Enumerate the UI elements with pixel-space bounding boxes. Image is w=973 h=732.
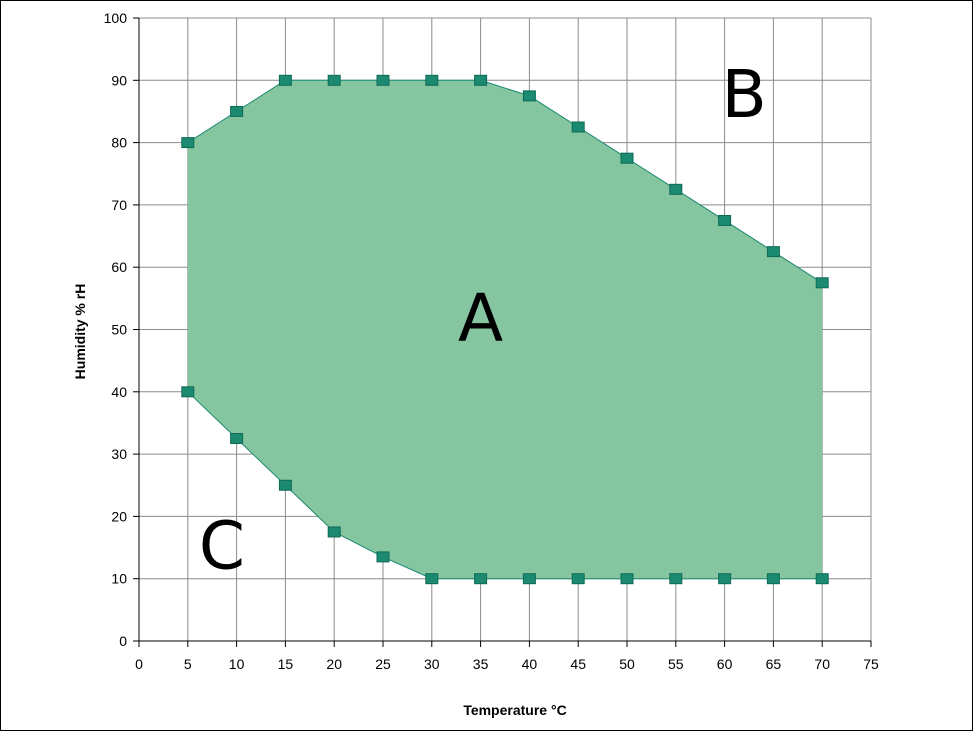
- data-point: [425, 74, 439, 86]
- y-tick-label: 80: [111, 135, 127, 151]
- x-tick-label: 30: [424, 656, 440, 672]
- data-point: [571, 121, 585, 133]
- y-axis-title: Humidity % rH: [72, 284, 88, 380]
- data-point: [327, 74, 341, 86]
- x-tick-label: 60: [717, 656, 733, 672]
- data-point: [376, 74, 390, 86]
- y-tick-label: 50: [111, 322, 127, 338]
- data-point: [766, 246, 780, 258]
- region-label-b: B: [721, 56, 766, 133]
- y-tick-label: 90: [111, 72, 127, 88]
- x-tick-label: 50: [619, 656, 635, 672]
- data-point: [669, 183, 683, 195]
- data-point: [571, 573, 585, 585]
- data-point: [181, 137, 195, 149]
- x-tick-label: 20: [326, 656, 342, 672]
- y-tick-label: 40: [111, 384, 127, 400]
- series-line-0: [187, 79, 823, 284]
- x-tick-label: 15: [278, 656, 294, 672]
- x-tick-label: 40: [522, 656, 538, 672]
- y-tick-label: 100: [104, 10, 128, 26]
- x-tick-label: 0: [135, 656, 143, 672]
- region-label-a: A: [458, 280, 503, 357]
- data-point: [376, 551, 390, 563]
- data-point: [230, 433, 244, 445]
- data-point: [522, 573, 536, 585]
- y-tick-label: 10: [111, 571, 127, 587]
- region-label-c: C: [199, 507, 245, 584]
- data-point: [425, 573, 439, 585]
- data-point: [278, 479, 292, 491]
- data-point: [766, 573, 780, 585]
- data-point: [181, 386, 195, 398]
- x-axis-title: Temperature °C: [463, 702, 566, 718]
- series-line-1: [187, 391, 823, 580]
- x-tick-label: 10: [229, 656, 245, 672]
- x-tick-label: 75: [863, 656, 879, 672]
- x-tick-label: 5: [184, 656, 192, 672]
- data-point: [718, 573, 732, 585]
- data-point: [620, 573, 634, 585]
- x-tick-label: 70: [814, 656, 830, 672]
- data-point: [718, 214, 732, 226]
- data-point: [474, 573, 488, 585]
- y-tick-label: 30: [111, 446, 127, 462]
- x-tick-label: 55: [668, 656, 684, 672]
- y-tick-label: 70: [111, 197, 127, 213]
- y-tick-label: 60: [111, 259, 127, 275]
- y-tick-label: 20: [111, 508, 127, 524]
- data-point: [815, 573, 829, 585]
- x-tick-label: 65: [766, 656, 782, 672]
- operating-area-fill: [187, 80, 823, 579]
- data-point: [278, 74, 292, 86]
- data-point: [327, 526, 341, 538]
- x-tick-label: 45: [570, 656, 586, 672]
- data-point: [669, 573, 683, 585]
- y-tick-label: 0: [119, 633, 127, 649]
- data-point: [815, 277, 829, 289]
- x-tick-label: 25: [375, 656, 391, 672]
- x-tick-label: 35: [473, 656, 489, 672]
- data-point: [474, 74, 488, 86]
- data-point: [230, 105, 244, 117]
- data-point: [522, 90, 536, 102]
- data-point: [620, 152, 634, 164]
